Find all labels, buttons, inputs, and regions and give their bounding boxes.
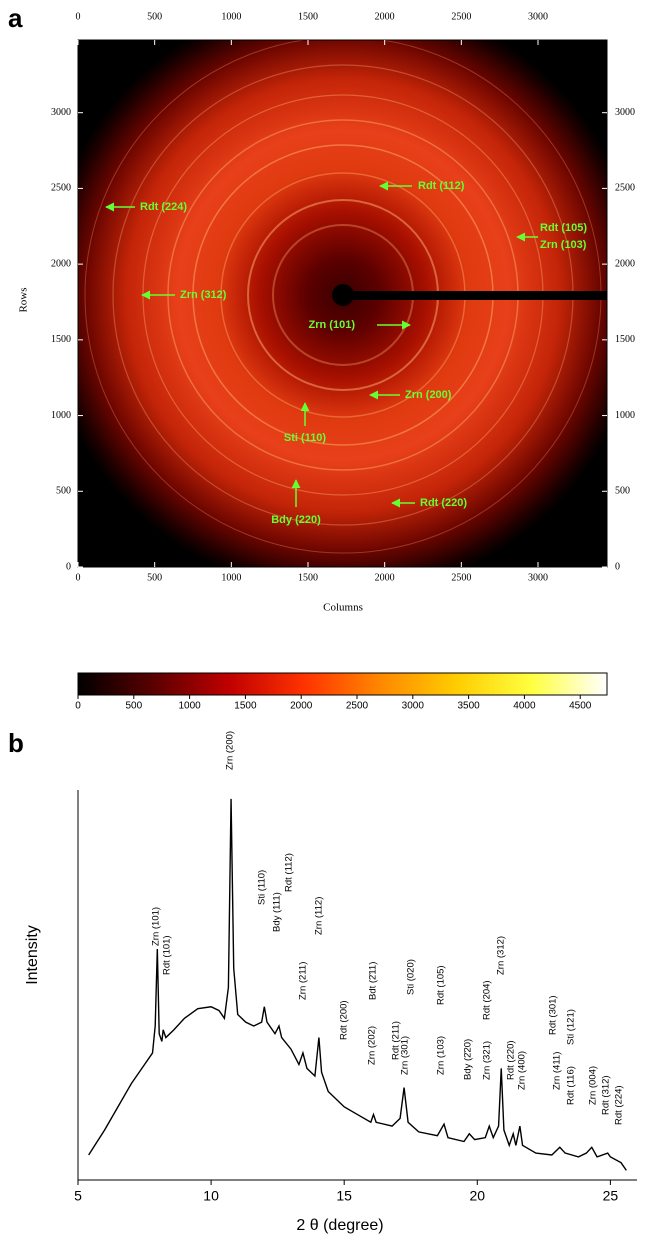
peak-label: Zrn (200) — [225, 731, 236, 770]
x-tick-label: 15 — [336, 1188, 352, 1204]
peak-label: Zrn (411) — [552, 1052, 563, 1090]
y-tick-label: 1500 — [51, 334, 71, 345]
colorbar-tick-label: 2000 — [290, 701, 313, 712]
peak-label: Zrn (400) — [517, 1051, 528, 1090]
peak-label: Zrn (112) — [314, 897, 325, 935]
x-tick-label: 2000 — [375, 572, 395, 583]
peak-label: Zrn (312) — [496, 936, 507, 975]
y-tick-label: 1000 — [51, 410, 71, 421]
x-tick-label: 1000 — [221, 572, 241, 583]
y-tick-label: 1500 — [615, 334, 635, 345]
colorbar — [77, 672, 608, 696]
x-tick-label: 0 — [76, 572, 81, 583]
annotation: Bdy (220) — [271, 514, 321, 526]
peak-label: Bdt (2̄11) — [368, 962, 379, 1000]
colorbar-tick-label: 500 — [125, 701, 142, 712]
peak-label: Rdt (220) — [506, 1040, 517, 1080]
peak-label: Rdt (224) — [614, 1085, 625, 1125]
annotation: Zrn (312) — [180, 289, 227, 301]
y-tick-label: 0 — [66, 561, 71, 572]
x-tick-label: 5 — [74, 1188, 82, 1204]
x-tick-label: 3000 — [528, 11, 548, 22]
peak-label: Rdt (105) — [436, 965, 447, 1005]
colorbar-tick-label: 1500 — [234, 701, 257, 712]
annotation: Zrn (103) — [540, 239, 587, 251]
peak-label: Zrn (211) — [298, 962, 309, 1000]
x-tick-label: 10 — [203, 1188, 219, 1204]
colorbar-tick-label: 4500 — [569, 701, 592, 712]
peak-label: Sti (020) — [406, 959, 417, 995]
x-tick-label: 500 — [147, 11, 162, 22]
colorbar-tick-label: 2500 — [346, 701, 369, 712]
x-tick-label: 500 — [147, 572, 162, 583]
panel-label: b — [8, 728, 24, 758]
x-tick-label: 1000 — [221, 11, 241, 22]
y-tick-label: 500 — [56, 486, 71, 497]
colorbar-tick-label: 1000 — [178, 701, 201, 712]
colorbar-tick-label: 3000 — [402, 701, 425, 712]
peak-label: Rdt (112) — [284, 853, 295, 892]
image-frame — [77, 39, 608, 568]
annotation: Sti (110) — [284, 432, 327, 444]
annotation: Rdt (112) — [418, 180, 465, 192]
peak-label: Bdy (111) — [272, 892, 283, 932]
x-tick-label: 2500 — [451, 11, 471, 22]
y-tick-label: 1000 — [615, 410, 635, 421]
peak-label: Rdt (200) — [339, 1000, 350, 1040]
x-axis-label: 2 θ (degree) — [296, 1217, 383, 1234]
y-tick-label: 2500 — [51, 183, 71, 194]
x-tick-label: 1500 — [298, 11, 318, 22]
y-axis-label: Rows — [18, 287, 30, 312]
x-tick-label: 0 — [76, 11, 81, 22]
colorbar-tick-label: 0 — [75, 701, 81, 712]
x-tick-label: 3000 — [528, 572, 548, 583]
x-tick-label: 2000 — [375, 11, 395, 22]
annotation: Zrn (200) — [405, 389, 452, 401]
y-tick-label: 2000 — [615, 258, 635, 269]
annotation: Zrn (101) — [309, 319, 356, 331]
peak-label: Zrn (301) — [400, 1036, 411, 1075]
peak-label: Rdt (101) — [162, 935, 173, 975]
y-tick-label: 500 — [615, 486, 630, 497]
peak-label: Zrn (101) — [151, 907, 162, 946]
peak-label: Zrn (202) — [367, 1026, 378, 1065]
peak-label: Zrn (004) — [588, 1066, 599, 1105]
x-tick-label: 25 — [603, 1188, 619, 1204]
colorbar-tick-label: 3500 — [457, 701, 480, 712]
y-axis-label: Intensity — [24, 925, 41, 985]
diffraction-image — [78, 40, 607, 567]
annotation: Rdt (105) — [540, 222, 587, 234]
peak-label: Sti (110) — [257, 870, 268, 905]
annotation: Rdt (220) — [420, 497, 467, 509]
annotation: Rdt (224) — [140, 201, 187, 213]
peak-label: Rdt (116) — [566, 1066, 577, 1105]
peak-label: Rdt (204) — [482, 980, 493, 1020]
beam-stop-arm — [343, 291, 607, 300]
y-tick-label: 3000 — [615, 107, 635, 118]
x-tick-label: 1500 — [298, 572, 318, 583]
peak-label: Rdt (211) — [391, 1021, 402, 1060]
y-tick-label: 0 — [615, 561, 620, 572]
x-tick-label: 2500 — [451, 572, 471, 583]
peak-label: Bdy (2̄20) — [463, 1039, 474, 1080]
peak-label: Sti (121) — [566, 1009, 577, 1045]
peak-label: Zrn (321) — [482, 1041, 493, 1080]
peak-label: Zrn (103) — [436, 1036, 447, 1075]
y-tick-label: 2000 — [51, 258, 71, 269]
x-tick-label: 20 — [469, 1188, 485, 1204]
peak-label: Rdt (301) — [548, 995, 559, 1035]
x-axis-label: Columns — [323, 602, 363, 614]
y-tick-label: 3000 — [51, 107, 71, 118]
y-tick-label: 2500 — [615, 183, 635, 194]
peak-label: Rdt (312) — [601, 1075, 612, 1115]
panel-label: a — [8, 3, 23, 33]
colorbar-tick-label: 4000 — [513, 701, 536, 712]
xrd-curve — [88, 798, 627, 1171]
